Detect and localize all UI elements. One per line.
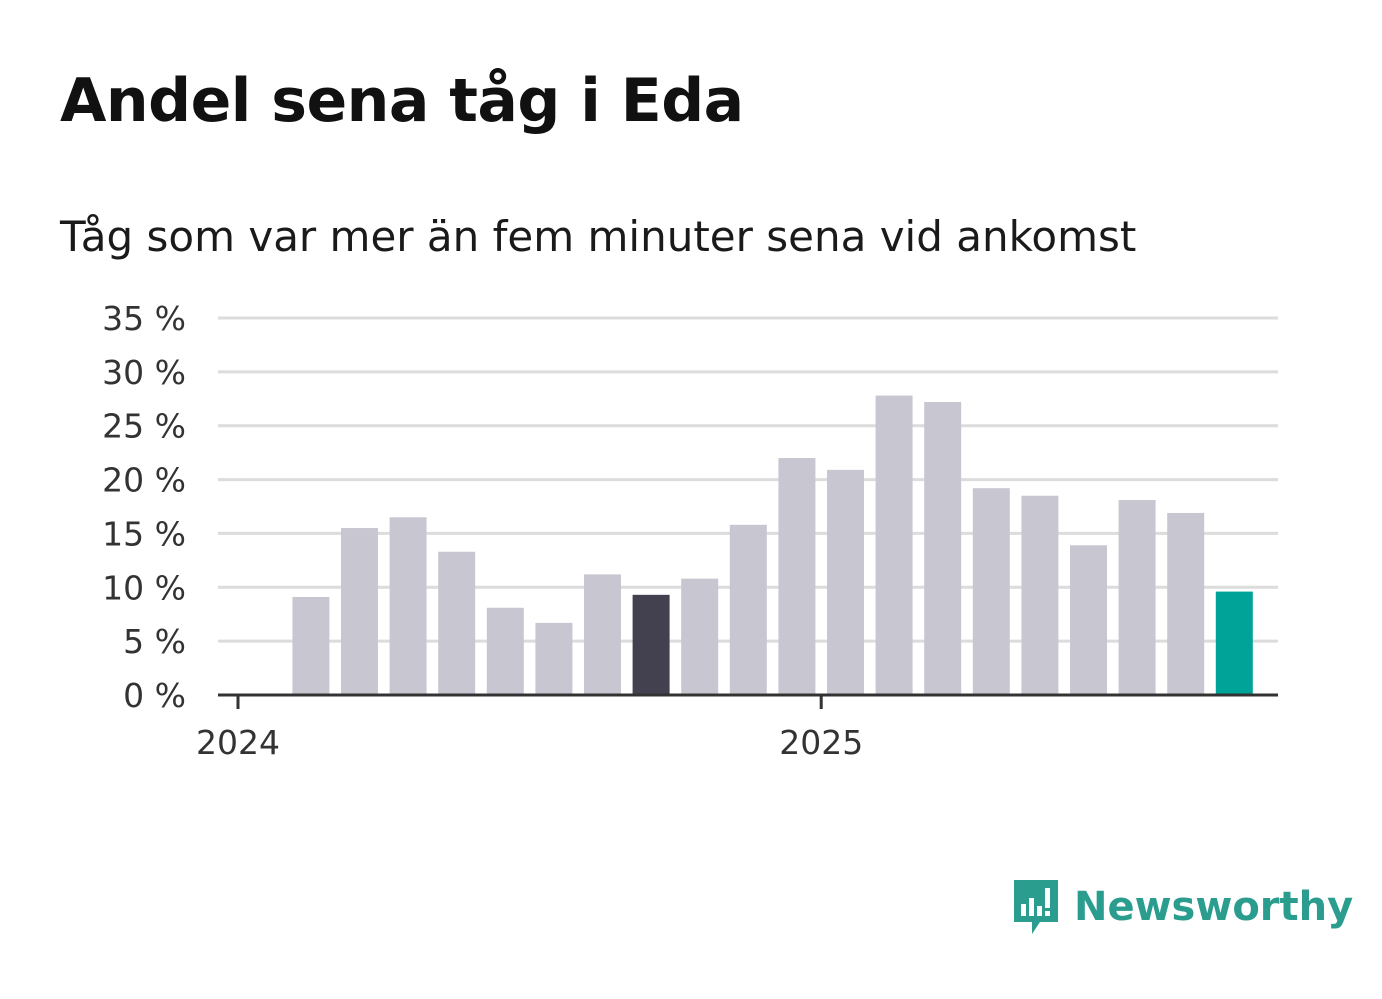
- newsworthy-logo[interactable]: Newsworthy: [1010, 876, 1353, 938]
- bars: [292, 395, 1253, 695]
- x-axis: [218, 693, 1278, 709]
- bar-2024-10: [681, 578, 719, 695]
- y-tick-label: 5 %: [123, 622, 186, 661]
- newsworthy-logo-icon: [1014, 880, 1058, 934]
- bar-2024-12: [778, 458, 816, 695]
- bar-2024-02: [292, 596, 330, 695]
- bar-2025-03: [924, 402, 962, 695]
- y-tick-label: 0 %: [123, 676, 186, 715]
- y-tick-label: 35 %: [102, 299, 186, 338]
- bar-2024-06: [486, 607, 524, 695]
- bar-2024-04: [389, 517, 427, 695]
- newsworthy-logo-text: Newsworthy: [1074, 884, 1354, 930]
- bar-2025-06: [1070, 545, 1107, 695]
- bar-2025-05: [1021, 495, 1059, 695]
- y-tick-label: 10 %: [102, 568, 186, 607]
- x-tick-label: 2025: [779, 723, 863, 762]
- bar-2024-07: [535, 622, 573, 695]
- bar-2024-08: [584, 574, 621, 695]
- bar-2024-03: [341, 528, 378, 695]
- y-tick-label: 25 %: [102, 407, 186, 446]
- bar-2025-01: [827, 469, 864, 695]
- bar-2024-11: [729, 524, 767, 695]
- bar-2025-02: [875, 395, 913, 695]
- x-tick-label: 2024: [196, 723, 280, 762]
- y-tick-label: 20 %: [102, 461, 186, 500]
- x-axis-labels: 2024 2025: [196, 723, 863, 762]
- bar-2024-05: [438, 551, 476, 695]
- bar-2025-04: [972, 488, 1010, 695]
- bar-2025-07: [1118, 500, 1156, 695]
- chart-subtitle: Tåg som var mer än fem minuter sena vid …: [60, 212, 1137, 261]
- chart-title: Andel sena tåg i Eda: [60, 66, 744, 136]
- y-axis-labels: 0 % 5 % 10 % 15 % 20 % 25 % 30 % 35 %: [102, 299, 186, 715]
- bar-2025-08: [1167, 512, 1205, 695]
- bar-2025-09: [1215, 591, 1253, 695]
- y-tick-label: 15 %: [102, 514, 186, 553]
- bar-2024-09: [632, 594, 670, 695]
- y-tick-label: 30 %: [102, 353, 186, 392]
